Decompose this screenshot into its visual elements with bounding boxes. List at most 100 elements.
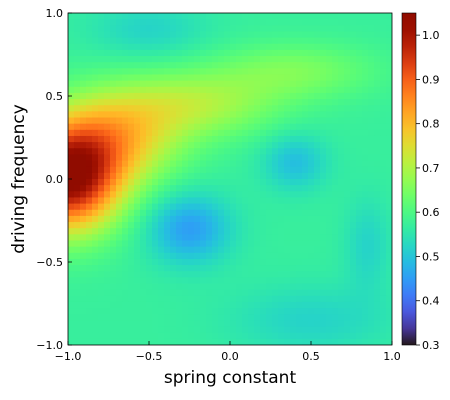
- heatmap-cell: [272, 13, 279, 20]
- heatmap-cell: [362, 105, 369, 112]
- heatmap-cell: [170, 117, 177, 125]
- heatmap-cell: [92, 105, 99, 112]
- heatmap-cell: [134, 179, 141, 186]
- heatmap-cell: [344, 185, 351, 192]
- heatmap-cell: [152, 203, 159, 211]
- heatmap-cell: [92, 172, 99, 180]
- heatmap-cell: [266, 56, 273, 63]
- heatmap-cell: [230, 62, 237, 69]
- heatmap-cell: [80, 49, 87, 57]
- heatmap-cell: [386, 197, 392, 205]
- heatmap-cell: [230, 228, 237, 235]
- heatmap-cell: [332, 215, 339, 223]
- heatmap-cell: [284, 215, 291, 223]
- heatmap-cell: [344, 222, 351, 229]
- heatmap-cell: [254, 191, 261, 199]
- heatmap-cell: [302, 86, 309, 94]
- heatmap-cell: [206, 74, 213, 82]
- heatmap-cell: [242, 92, 249, 100]
- heatmap-cell: [302, 314, 309, 322]
- heatmap-cell: [170, 179, 177, 186]
- heatmap-cell: [80, 154, 87, 162]
- heatmap-cell: [146, 148, 153, 156]
- heatmap-cell: [308, 222, 315, 229]
- heatmap-cell: [74, 240, 81, 248]
- heatmap-cell: [188, 246, 195, 254]
- y-tick-label: 1.0: [46, 7, 64, 20]
- heatmap-cell: [128, 191, 135, 199]
- heatmap-cell: [386, 283, 392, 291]
- heatmap-cell: [200, 203, 207, 211]
- heatmap-cell: [236, 234, 243, 242]
- heatmap-cell: [86, 25, 93, 33]
- heatmap-cell: [188, 197, 195, 205]
- heatmap-cell: [182, 308, 189, 315]
- heatmap-cell: [266, 197, 273, 205]
- heatmap-cell: [170, 258, 177, 266]
- heatmap-cell: [188, 295, 195, 303]
- heatmap-cell: [302, 25, 309, 33]
- heatmap-cell: [122, 191, 129, 199]
- heatmap-cell: [212, 105, 219, 112]
- heatmap-cell: [290, 228, 297, 235]
- heatmap-cell: [254, 111, 261, 119]
- heatmap-cell: [134, 197, 141, 205]
- heatmap-cell: [266, 74, 273, 82]
- heatmap-cell: [356, 283, 363, 291]
- heatmap-cell: [302, 68, 309, 76]
- heatmap-cell: [140, 166, 147, 174]
- heatmap-cell: [80, 111, 87, 119]
- heatmap-cell: [212, 338, 219, 345]
- heatmap-cell: [206, 135, 213, 143]
- heatmap-cell: [176, 154, 183, 162]
- heatmap-cell: [296, 31, 303, 39]
- heatmap-cell: [170, 19, 177, 26]
- heatmap-cell: [254, 148, 261, 156]
- heatmap-cell: [356, 320, 363, 328]
- heatmap-cell: [122, 160, 129, 168]
- heatmap-cell: [332, 197, 339, 205]
- heatmap-cell: [170, 148, 177, 156]
- heatmap-cell: [290, 148, 297, 156]
- heatmap-cell: [332, 240, 339, 248]
- heatmap-cell: [374, 117, 381, 125]
- heatmap-cell: [356, 215, 363, 223]
- heatmap-cell: [134, 320, 141, 328]
- heatmap-cell: [224, 332, 231, 340]
- heatmap-cell: [272, 258, 279, 266]
- heatmap-cell: [152, 111, 159, 119]
- heatmap-cell: [326, 135, 333, 143]
- heatmap-cell: [284, 332, 291, 340]
- heatmap-cell: [380, 246, 387, 254]
- heatmap-cell: [122, 308, 129, 315]
- heatmap-cell: [218, 31, 225, 39]
- heatmap-cell: [206, 271, 213, 278]
- heatmap-cell: [182, 283, 189, 291]
- heatmap-cell: [134, 185, 141, 192]
- heatmap-cell: [386, 295, 392, 303]
- heatmap-cell: [320, 234, 327, 242]
- heatmap-cell: [290, 62, 297, 69]
- heatmap-cell: [140, 92, 147, 100]
- heatmap-cell: [326, 258, 333, 266]
- heatmap-cell: [362, 246, 369, 254]
- heatmap-cell: [188, 31, 195, 39]
- heatmap-cell: [374, 338, 381, 345]
- heatmap-cell: [284, 43, 291, 51]
- heatmap-cell: [368, 301, 375, 309]
- heatmap-cell: [164, 92, 171, 100]
- heatmap-cell: [272, 191, 279, 199]
- heatmap-cell: [326, 99, 333, 106]
- heatmap-cell: [194, 295, 201, 303]
- heatmap-cell: [134, 301, 141, 309]
- heatmap-cell: [380, 19, 387, 26]
- heatmap-cell: [152, 123, 159, 131]
- heatmap-cell: [290, 301, 297, 309]
- heatmap-cell: [80, 203, 87, 211]
- heatmap-cell: [290, 258, 297, 266]
- heatmap-cell: [218, 308, 225, 315]
- heatmap-cell: [332, 68, 339, 76]
- heatmap-cell: [380, 191, 387, 199]
- heatmap-cell: [230, 283, 237, 291]
- heatmap-cell: [260, 308, 267, 315]
